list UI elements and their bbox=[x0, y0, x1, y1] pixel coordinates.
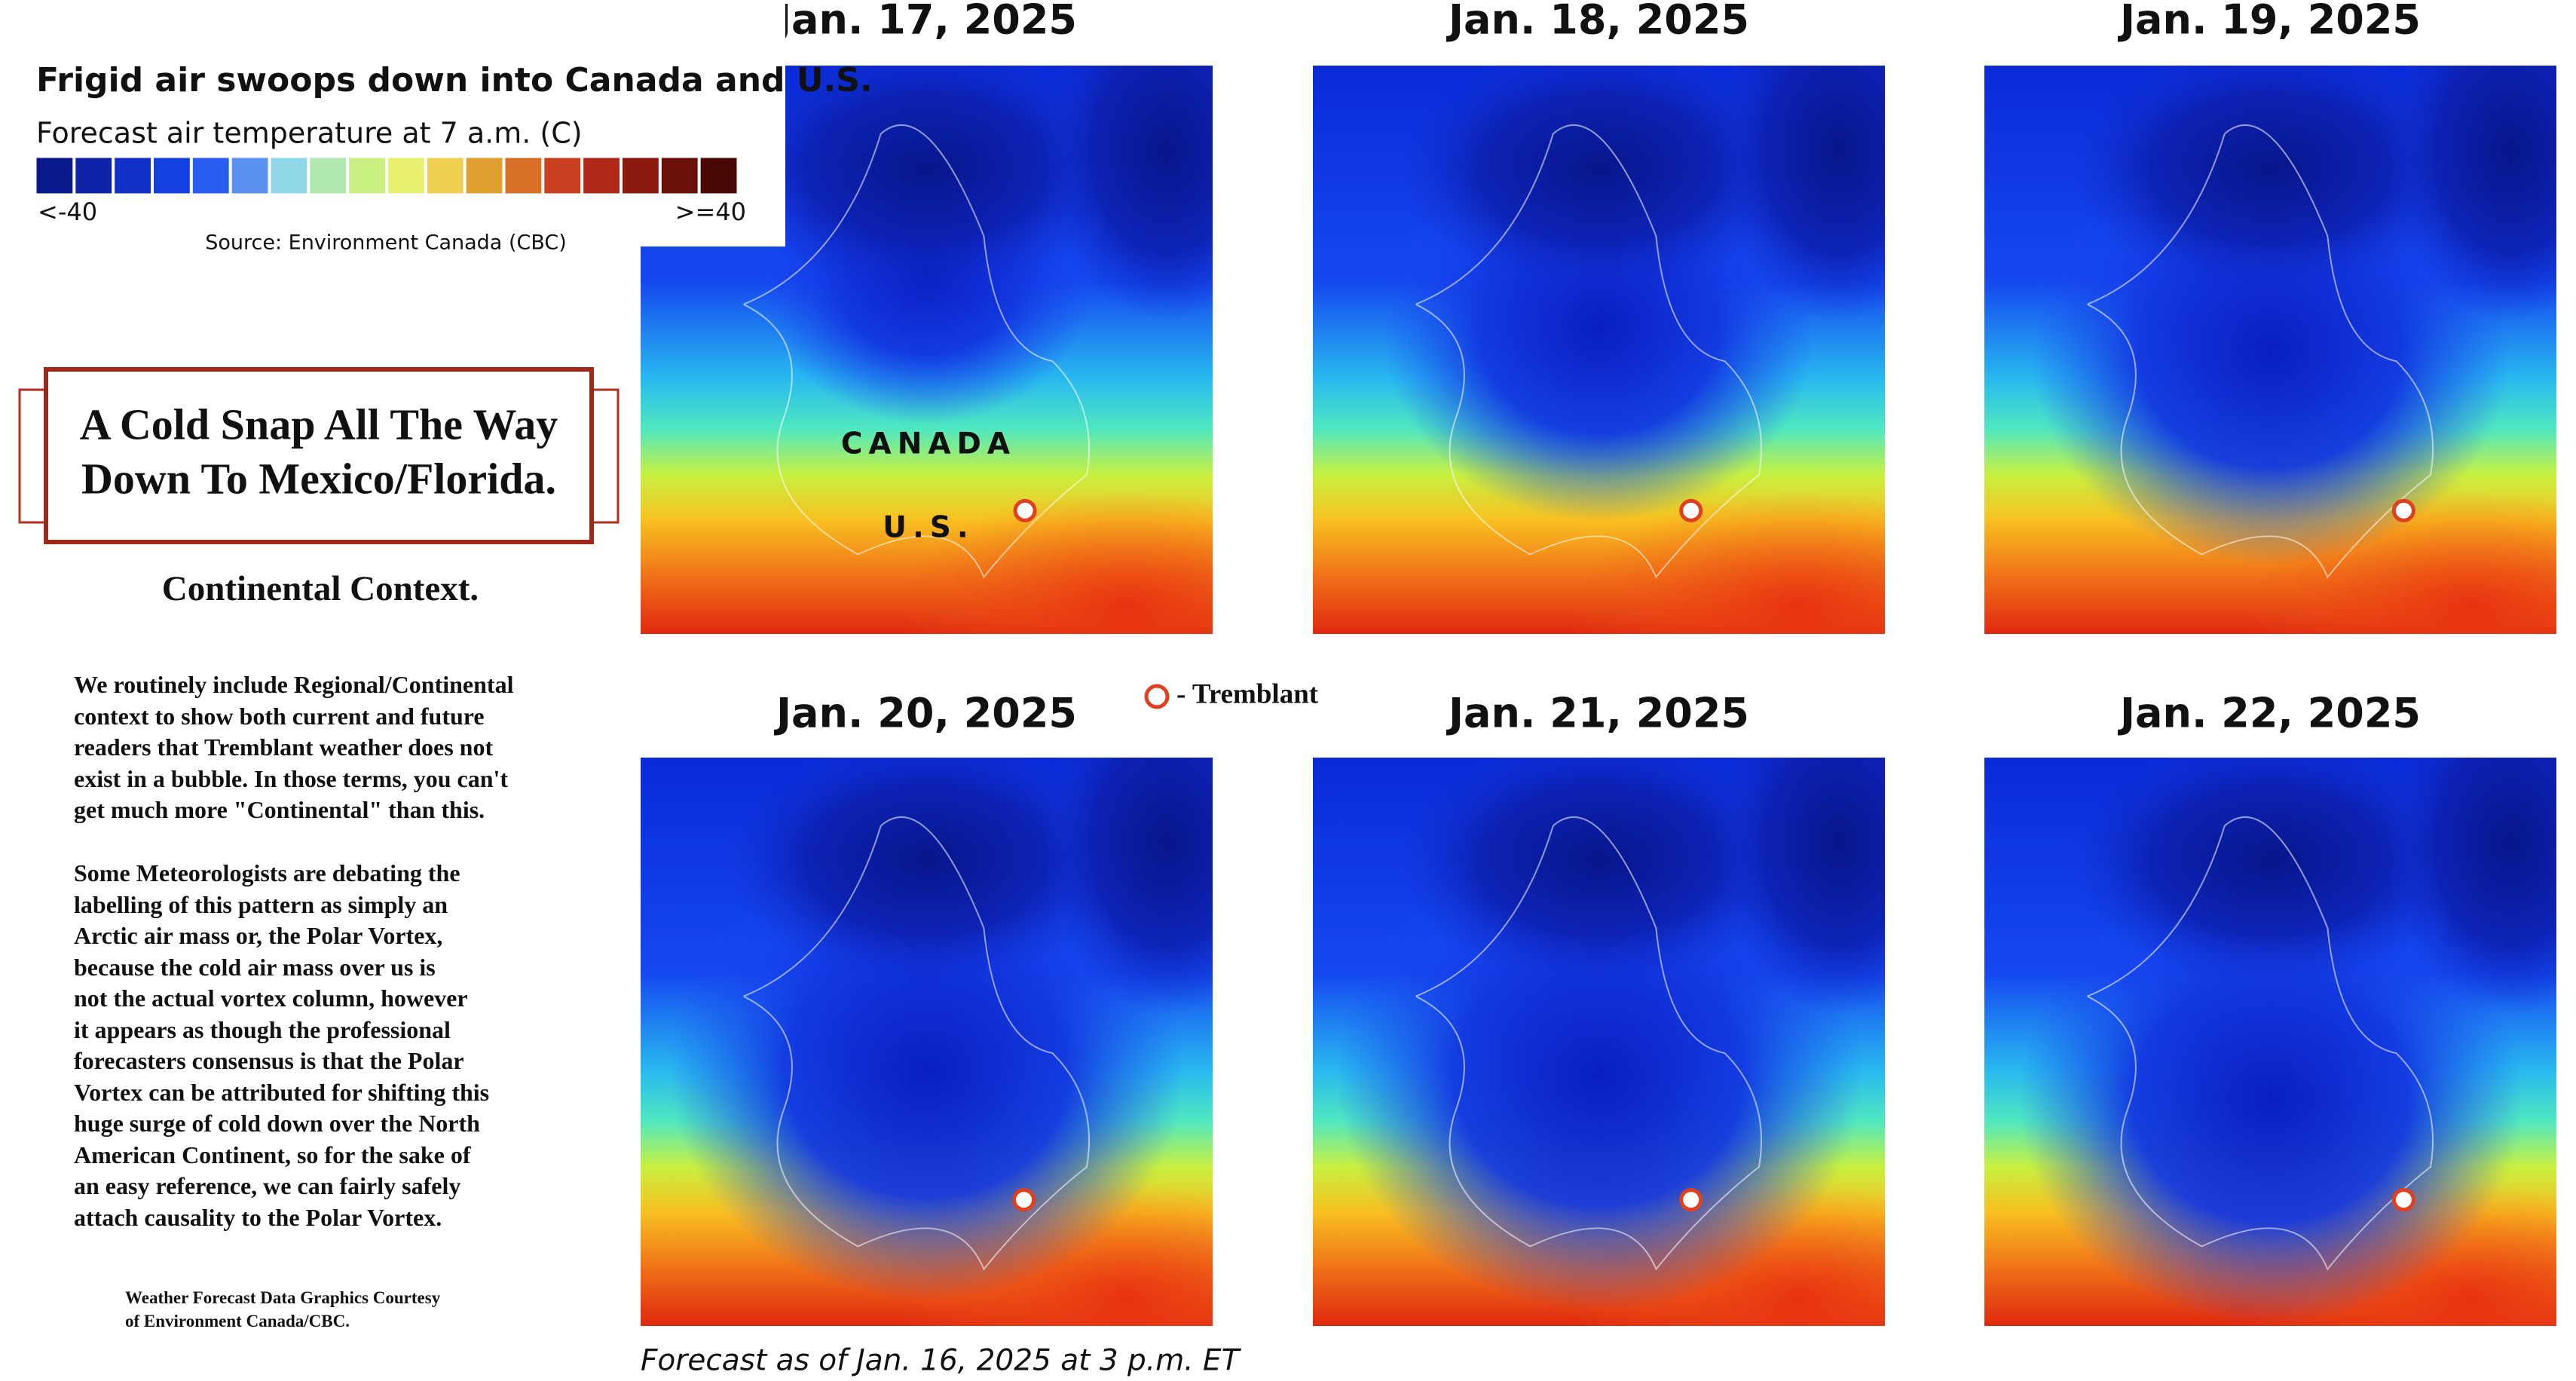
paragraph-line: because the cold air mass over us is bbox=[74, 953, 436, 981]
title: Frigid air swoops down into Canada and U… bbox=[36, 61, 873, 100]
coastline bbox=[1415, 816, 1763, 1271]
coastline bbox=[743, 816, 1091, 1271]
paragraph-line: Some Meteorologists are debating the bbox=[74, 859, 460, 886]
box-inner-frame bbox=[44, 367, 594, 544]
arctic-air bbox=[2070, 66, 2471, 293]
weather-map bbox=[1313, 66, 1885, 634]
color-swatch bbox=[153, 157, 191, 194]
tremblant-marker bbox=[2391, 498, 2415, 522]
panel-date: Jan. 19, 2025 bbox=[2117, 0, 2421, 44]
panel-date: Jan. 18, 2025 bbox=[1446, 0, 1749, 44]
coastline bbox=[2087, 124, 2434, 579]
color-swatch bbox=[191, 157, 230, 194]
arctic-air bbox=[1713, 66, 1885, 322]
paragraph-line: it appears as though the professional bbox=[74, 1015, 451, 1043]
coastline bbox=[2087, 816, 2434, 1271]
weather-map bbox=[1313, 758, 1885, 1326]
coastline bbox=[743, 124, 1091, 579]
scale-min-label: <-40 bbox=[38, 198, 97, 226]
color-swatch bbox=[387, 157, 425, 194]
color-swatch bbox=[583, 157, 621, 194]
warm-area bbox=[898, 491, 1213, 634]
paragraph-line: readers that Tremblant weather does not bbox=[74, 733, 494, 761]
map-panels: Jan. 17, 2025 Jan. 18, 2025 Jan. 19, 2025 J… bbox=[641, 0, 2556, 1326]
color-swatch bbox=[114, 157, 152, 194]
paragraph-line: American Continent, so for the sake of bbox=[74, 1141, 471, 1168]
color-swatch bbox=[231, 157, 269, 194]
map-label: U.S. bbox=[883, 511, 974, 545]
arctic-air bbox=[2385, 758, 2556, 1014]
color-swatch bbox=[309, 157, 347, 194]
color-swatch bbox=[543, 157, 582, 194]
coastline bbox=[1415, 124, 1763, 579]
section-title: Continental Context. bbox=[162, 569, 479, 608]
marker-legend: - Tremblant bbox=[1176, 678, 1319, 709]
paragraph-line: attach causality to the Polar Vortex. bbox=[74, 1203, 442, 1231]
paragraph-line: Vortex can be attributed for shifting th… bbox=[74, 1078, 490, 1106]
arctic-air bbox=[726, 66, 1127, 293]
arctic-air bbox=[726, 758, 1127, 985]
paragraph-line: context to show both current and future bbox=[74, 702, 485, 730]
color-swatch bbox=[348, 157, 386, 194]
color-swatch bbox=[426, 157, 464, 194]
color-swatch bbox=[75, 157, 113, 194]
weather-map bbox=[1984, 66, 2556, 634]
paragraph-line: forecasters consensus is that the Polar bbox=[74, 1047, 464, 1074]
color-swatch bbox=[504, 157, 543, 194]
map-label: CANADA bbox=[841, 427, 1016, 461]
weather-map bbox=[641, 758, 1213, 1326]
cold-air-mass bbox=[1335, 841, 1862, 1312]
cold-air-mass bbox=[2018, 873, 2522, 1324]
arctic-air bbox=[1398, 66, 1800, 293]
credit: Weather Forecast Data Graphics Courtesy o… bbox=[125, 1286, 440, 1333]
color-swatch bbox=[35, 157, 74, 194]
scale-max-label: >=40 bbox=[675, 198, 746, 226]
weather-map bbox=[1984, 758, 2556, 1326]
paragraph: We routinely include Regional/Continenta… bbox=[74, 669, 513, 826]
panel-date: Jan. 22, 2025 bbox=[2117, 690, 2421, 737]
paragraph-line: not the actual vortex column, however bbox=[74, 984, 468, 1012]
legend-subtitle: Forecast air temperature at 7 a.m. (C) bbox=[36, 117, 583, 150]
color-swatch bbox=[465, 157, 503, 194]
legend-box bbox=[0, 0, 785, 246]
color-swatch bbox=[699, 157, 738, 194]
arctic-air bbox=[1041, 758, 1213, 1014]
arctic-air bbox=[2070, 758, 2471, 985]
color-swatch bbox=[270, 157, 308, 194]
paragraph-line: huge surge of cold down over the North bbox=[74, 1110, 480, 1137]
arctic-air bbox=[2385, 66, 2556, 322]
box-title-line: Down To Mexico/Florida. bbox=[81, 454, 556, 503]
arctic-air bbox=[1713, 758, 1885, 1014]
color-swatch bbox=[660, 157, 699, 194]
paragraph-line: Arctic air mass or, the Polar Vortex, bbox=[74, 922, 443, 949]
tremblant-marker bbox=[1679, 1188, 1703, 1212]
tremblant-marker bbox=[1013, 498, 1037, 522]
panel-date: Jan. 20, 2025 bbox=[773, 690, 1077, 737]
paragraph-line: an easy reference, we can fairly safely bbox=[74, 1172, 461, 1199]
box-title-line: A Cold Snap All The Way bbox=[80, 400, 558, 449]
paragraph-line: get much more "Continental" than this. bbox=[74, 796, 485, 823]
paragraph-line: labelling of this pattern as simply an bbox=[74, 890, 448, 918]
paragraph-line: We routinely include Regional/Continenta… bbox=[74, 671, 514, 698]
panel-date: Jan. 21, 2025 bbox=[1446, 690, 1749, 737]
credit-line: of Environment Canada/CBC. bbox=[125, 1312, 350, 1330]
credit-line: Weather Forecast Data Graphics Courtesy bbox=[125, 1288, 441, 1307]
marker-legend-symbol bbox=[1144, 684, 1170, 709]
tremblant-marker bbox=[1679, 498, 1703, 522]
warm-area bbox=[1570, 491, 1885, 634]
paragraph-line: exist in a bubble. In those terms, you c… bbox=[74, 764, 509, 792]
color-scale bbox=[35, 157, 738, 194]
arctic-air bbox=[1041, 66, 1213, 322]
tremblant-marker bbox=[1012, 1188, 1036, 1212]
panel-date: Jan. 17, 2025 bbox=[773, 0, 1077, 44]
tremblant-marker bbox=[2391, 1188, 2415, 1212]
footer: Forecast as of Jan. 16, 2025 at 3 p.m. E… bbox=[641, 1344, 1242, 1378]
color-swatch bbox=[622, 157, 659, 194]
arctic-air bbox=[1398, 758, 1800, 985]
paragraph: Some Meteorologists are debating the labe… bbox=[74, 858, 489, 1233]
source: Source: Environment Canada (CBC) bbox=[205, 231, 567, 255]
